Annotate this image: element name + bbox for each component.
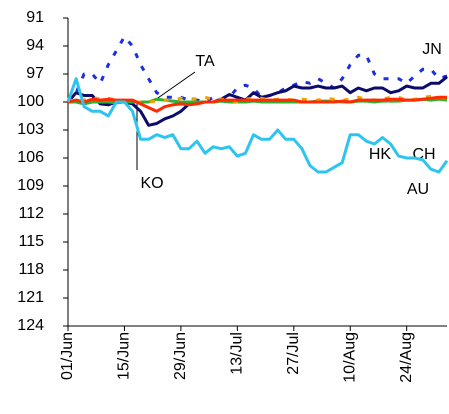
x-tick-label: 24/Aug (398, 332, 415, 383)
x-tick-label: 27/Jul (285, 332, 302, 375)
y-tick-label: 106 (17, 149, 44, 166)
x-tick-label: 13/Jul (229, 332, 246, 375)
series-line (66, 75, 448, 127)
y-tick-label: 94 (26, 37, 44, 54)
series-line (67, 95, 447, 113)
x-tick-label: 29/Jun (172, 332, 189, 380)
y-tick-label: 97 (26, 65, 44, 82)
series-line (66, 35, 448, 104)
series-label: HK (369, 146, 392, 163)
series-line (66, 77, 449, 174)
series-label: AU (407, 181, 429, 198)
y-tick-label: 103 (17, 121, 44, 138)
y-tick-label: 112 (18, 205, 44, 222)
y-tick-label: 115 (18, 233, 44, 250)
y-tick-label: 124 (17, 317, 44, 334)
x-tick-label: 15/Jun (116, 332, 133, 380)
y-tick-label: 118 (18, 261, 44, 278)
series-label: KO (140, 175, 163, 192)
y-tick-label: 100 (17, 93, 44, 110)
x-tick-label: 01/Jun (59, 332, 76, 380)
y-tick-label: 121 (17, 289, 44, 306)
y-tick-label: 109 (17, 177, 44, 194)
series-label: TA (195, 53, 215, 70)
annotation-pointer (154, 71, 196, 101)
y-tick-label: 91 (26, 9, 44, 26)
x-tick-label: 10/Aug (341, 332, 358, 383)
series-label: JN (422, 41, 442, 58)
